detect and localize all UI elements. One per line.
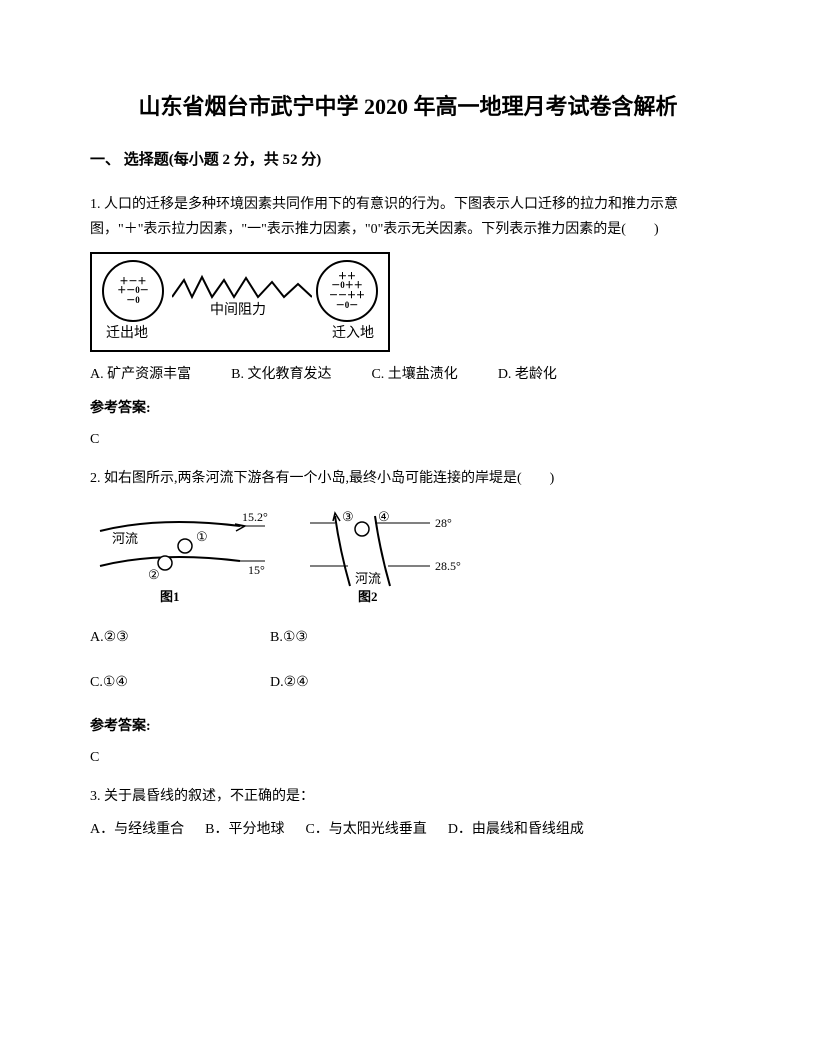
q1-options: A. 矿产资源丰富 B. 文化教育发达 C. 土壤盐渍化 D. 老龄化 [90,362,726,387]
svg-text:②: ② [148,567,160,582]
svg-text:河流: 河流 [355,571,381,586]
page-title: 山东省烟台市武宁中学 2020 年高一地理月考试卷含解析 [90,90,726,123]
q1-option-c: C. 土壤盐渍化 [371,362,457,387]
svg-text:15°: 15° [248,563,265,577]
river-label: 河流 [112,531,138,546]
q1-answer-label: 参考答案: [90,396,726,421]
q1-diagram: ＋－＋ ＋－0－ －0 中间阻力 ＋＋ －0＋＋ －－＋＋ －0－ 迁出地 迁入… [90,252,390,352]
svg-text:④: ④ [378,509,390,524]
svg-text:28.5°: 28.5° [435,559,461,573]
q2-diagram2: ③ ④ 28° 28.5° 河流 图2 [300,501,490,611]
q3-option-c: C．与太阳光线垂直 [305,822,426,837]
q1-mid-label: 中间阻力 [210,298,266,323]
svg-text:28°: 28° [435,516,452,530]
svg-text:图2: 图2 [358,589,378,604]
svg-text:图1: 图1 [160,589,180,604]
q2-options: A.②③ B.①③ C.①④ D.②④ [90,625,726,695]
q2-diagrams: 河流 ① ② 15.2° 15° 图1 ③ ④ 28° 28.5° 河流 图2 [90,501,726,611]
q1-left-circle: ＋－＋ ＋－0－ －0 [102,260,164,322]
q2-answer: C [90,745,726,770]
q2-option-a: A.②③ [90,625,270,650]
q3-option-b: B．平分地球 [205,822,284,837]
q2-text: 2. 如右图所示,两条河流下游各有一个小岛,最终小岛可能连接的岸堤是( ) [90,466,726,491]
q3-options: A．与经线重合 B．平分地球 C．与太阳光线垂直 D．由晨线和昏线组成 [90,817,726,842]
circle-line: －0 [126,296,140,306]
q2-option-b: B.①③ [270,625,450,650]
circle-line: －0－ [336,301,359,311]
svg-text:①: ① [196,529,208,544]
q1-option-a: A. 矿产资源丰富 [90,362,191,387]
q2-answer-label: 参考答案: [90,714,726,739]
q3-option-a: A．与经线重合 [90,822,184,837]
q1-left-label: 迁出地 [106,321,148,346]
q1-right-label: 迁入地 [332,321,374,346]
q2-diagram1: 河流 ① ② 15.2° 15° 图1 [90,501,280,611]
svg-text:③: ③ [342,509,354,524]
q3-option-d: D．由晨线和昏线组成 [448,822,584,837]
q2-option-d: D.②④ [270,670,450,695]
q1-right-circle: ＋＋ －0＋＋ －－＋＋ －0－ [316,260,378,322]
q1-option-b: B. 文化教育发达 [231,362,331,387]
svg-text:15.2°: 15.2° [242,510,268,524]
q1-text: 1. 人口的迁移是多种环境因素共同作用下的有意识的行为。下图表示人口迁移的拉力和… [90,192,726,242]
q3-text: 3. 关于晨昏线的叙述，不正确的是： [90,784,726,809]
q1-option-d: D. 老龄化 [498,362,557,387]
q2-option-c: C.①④ [90,670,270,695]
section-header: 一、 选择题(每小题 2 分，共 52 分) [90,147,726,174]
q1-answer: C [90,427,726,452]
